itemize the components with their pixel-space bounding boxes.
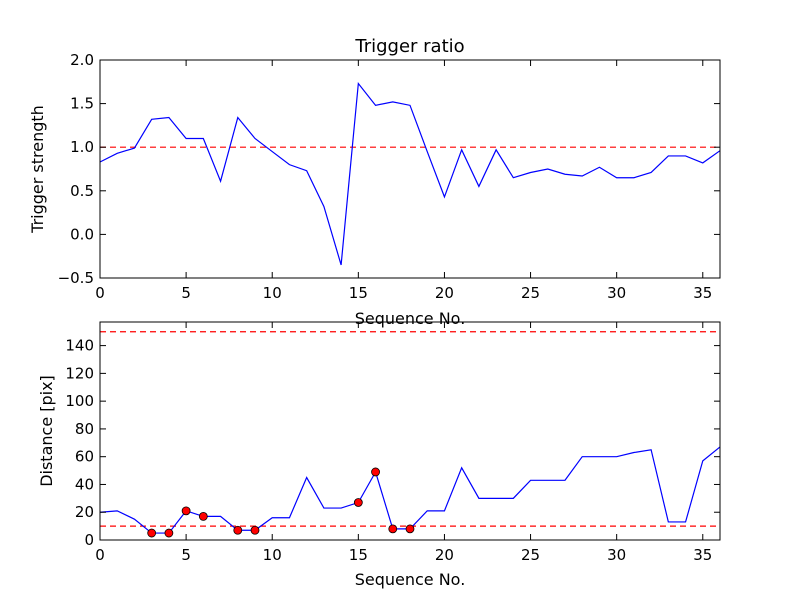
y-tick-label: 0 <box>84 531 94 549</box>
axes-frame <box>99 59 721 279</box>
data-point-marker <box>405 524 415 534</box>
y-tick-label: 100 <box>65 392 94 410</box>
y-axis-label: Trigger strength <box>28 105 47 234</box>
x-tick-label: 0 <box>95 546 105 564</box>
data-point-marker <box>353 498 363 507</box>
y-tick-label: 120 <box>65 364 94 382</box>
x-tick-label: 30 <box>607 284 626 302</box>
x-tick-label: 10 <box>263 284 282 302</box>
y-tick-label: 60 <box>75 448 94 466</box>
x-tick-label: 5 <box>181 546 191 564</box>
distance-panel: 0 5 10 15 20 25 30 35 0 20 40 60 80 100 120 140 Sequenc… <box>37 321 721 589</box>
plot-area <box>99 331 721 538</box>
x-tick-label: 20 <box>435 284 454 302</box>
x-tick-label: 25 <box>521 284 540 302</box>
y-tick-label: 80 <box>75 420 94 438</box>
y-tick-label: 20 <box>75 503 94 521</box>
tick-labels: 0 5 10 15 20 25 30 35 −0.5 0.0 0.5 1.0 1.5 2.0 <box>58 51 713 302</box>
data-point-marker <box>181 506 191 516</box>
x-tick-label: 0 <box>95 284 105 302</box>
tick-marks <box>99 322 720 541</box>
y-tick-label: 1.0 <box>70 138 94 156</box>
x-tick-label: 35 <box>693 546 712 564</box>
y-tick-label: 1.5 <box>70 95 94 113</box>
trigger-ratio-panel: Trigger ratio 0 5 10 15 20 25 30 35 −0.5 0.0 0.5 1.… <box>28 36 721 328</box>
tick-labels: 0 5 10 15 20 25 30 35 0 20 40 60 80 100 120 140 <box>65 337 712 564</box>
y-tick-label: 140 <box>65 337 94 355</box>
x-tick-label: 20 <box>435 546 454 564</box>
data-point-marker <box>371 467 380 477</box>
y-tick-label: 2.0 <box>70 51 94 69</box>
axes-frame <box>99 321 721 541</box>
y-axis-label: Distance [pix] <box>37 375 56 487</box>
plot-area <box>99 81 721 266</box>
data-point-marker <box>147 528 157 538</box>
data-point-marker <box>164 528 174 538</box>
data-point-marker <box>198 511 208 521</box>
y-tick-label: 0.0 <box>70 225 94 243</box>
y-tick-label: 0.5 <box>70 182 94 200</box>
x-tick-label: 10 <box>263 546 282 564</box>
chart-title: Trigger ratio <box>354 36 464 57</box>
x-tick-label: 30 <box>607 546 626 564</box>
x-tick-label: 15 <box>349 546 368 564</box>
x-tick-label: 15 <box>349 284 368 302</box>
series-line <box>99 81 721 266</box>
x-tick-label: 25 <box>521 546 540 564</box>
x-axis-label: Sequence No. <box>355 309 466 328</box>
data-point-marker <box>388 524 398 534</box>
x-tick-label: 35 <box>693 284 712 302</box>
x-tick-label: 5 <box>181 284 191 302</box>
y-tick-label: −0.5 <box>58 269 94 287</box>
x-axis-label: Sequence No. <box>355 570 466 589</box>
y-tick-label: 40 <box>75 475 94 493</box>
data-point-marker <box>233 525 243 535</box>
data-point-marker <box>250 525 260 535</box>
